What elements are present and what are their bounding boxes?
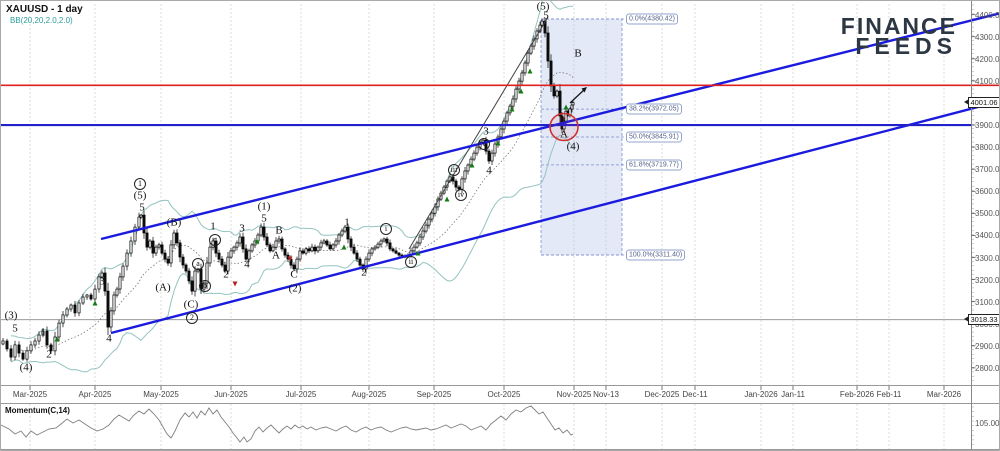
buy-signal-marker: [518, 88, 524, 94]
bb-upper-band: [10, 1, 574, 340]
impulse-trendline: [408, 16, 549, 250]
buy-signal-marker: [341, 244, 347, 250]
bb-lower-band: [10, 134, 574, 373]
forecast-arrow: [569, 88, 586, 104]
wave-a-highlight-circle: [549, 112, 579, 142]
sell-signal-marker: [232, 281, 238, 287]
signal-markers: [54, 68, 569, 342]
buy-signal-marker: [254, 238, 260, 244]
momentum-line: [1, 405, 574, 443]
channel-lower-line: [110, 100, 999, 335]
buy-signal-marker: [509, 106, 515, 112]
buy-signal-marker: [563, 104, 569, 110]
buy-signal-marker: [527, 68, 533, 74]
forecast-arrow-head: [581, 87, 587, 93]
buy-signal-marker: [415, 250, 421, 256]
buy-signal-marker: [54, 336, 60, 342]
sell-signal-marker: [287, 256, 293, 262]
bollinger-bands: [10, 1, 574, 373]
buy-signal-marker: [92, 300, 98, 306]
buy-signal-marker: [495, 140, 501, 146]
buy-signal-marker: [444, 196, 450, 202]
buy-signal-marker: [469, 162, 475, 168]
time-gridlines: [29, 4, 945, 449]
candlesticks: [1, 17, 575, 362]
